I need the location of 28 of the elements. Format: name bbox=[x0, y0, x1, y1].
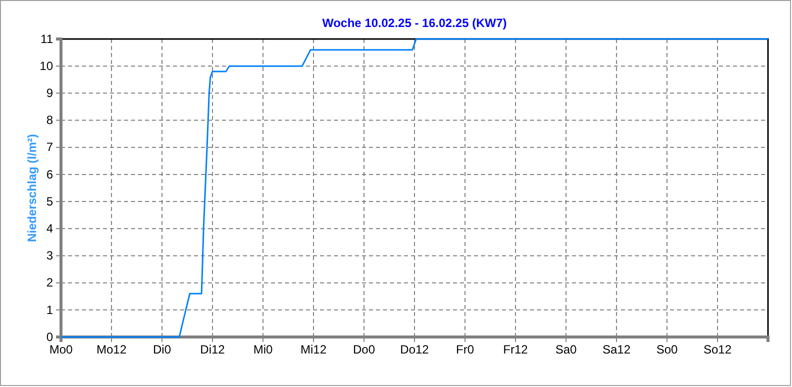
y-tick-label: 1 bbox=[46, 302, 54, 317]
x-tick-label: Mi12 bbox=[300, 342, 327, 357]
y-tick-label: 11 bbox=[40, 32, 54, 46]
x-tick-label: Mo12 bbox=[96, 342, 127, 357]
y-tick-label: 6 bbox=[46, 167, 54, 182]
y-tick-label: 0 bbox=[46, 330, 54, 344]
y-tick-label: 10 bbox=[40, 58, 54, 73]
x-tick-label: Di0 bbox=[152, 342, 172, 357]
y-tick-label: 8 bbox=[46, 113, 54, 128]
y-tick-label: 9 bbox=[46, 86, 54, 100]
x-tick-label: So0 bbox=[656, 342, 678, 357]
chart-title: Woche 10.02.25 - 16.02.25 (KW7) bbox=[322, 16, 507, 30]
x-tick-label: Sa12 bbox=[602, 342, 631, 357]
y-tick-label: 5 bbox=[46, 194, 54, 208]
x-tick-label: Fr12 bbox=[503, 342, 528, 357]
x-tick-label: Do12 bbox=[400, 342, 430, 357]
x-tick-label: Do0 bbox=[352, 342, 376, 357]
x-tick-label: So12 bbox=[703, 342, 732, 357]
y-tick-label: 3 bbox=[46, 248, 54, 263]
x-tick-label: Mi0 bbox=[253, 342, 273, 357]
x-tick-label: Fr0 bbox=[456, 342, 474, 357]
x-tick-label: Sa0 bbox=[555, 342, 577, 357]
y-tick-label: 7 bbox=[46, 140, 54, 154]
x-tick-label: Di12 bbox=[200, 342, 226, 357]
y-tick-label: 4 bbox=[46, 221, 54, 236]
x-tick-label: Mo0 bbox=[49, 342, 73, 357]
y-axis-title: Niederschlag (l/m²) bbox=[25, 134, 39, 242]
y-tick-label: 2 bbox=[46, 276, 54, 290]
